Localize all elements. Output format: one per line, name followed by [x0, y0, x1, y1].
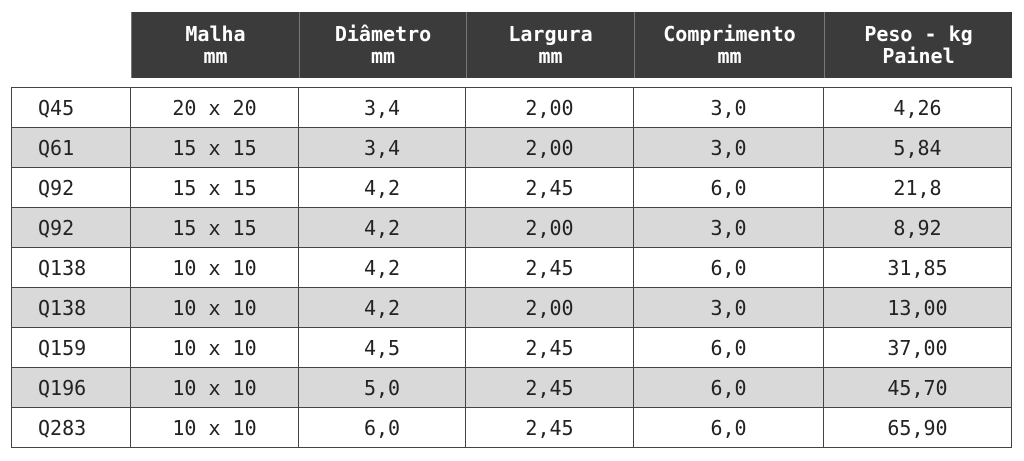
table-cell: Q45: [11, 87, 131, 128]
header-cell: Comprimento mm: [634, 12, 824, 78]
table-cell: 20 x 20: [130, 87, 299, 128]
header-line: Peso - kg: [864, 22, 973, 46]
table-cell: 4,26: [823, 87, 1012, 128]
header-line: mm: [370, 44, 396, 68]
table-cell: 6,0: [633, 167, 824, 208]
header-line: Malha: [185, 22, 246, 46]
header-cell: Peso - kg Painel: [824, 12, 1012, 78]
table-cell: 3,0: [633, 127, 824, 168]
table-cell: 10 x 10: [130, 287, 299, 328]
header-cell: Malha mm: [131, 12, 299, 78]
header-line: mm: [538, 44, 563, 68]
header-line: Largura: [508, 22, 593, 46]
table-cell: 5,0: [298, 367, 466, 408]
header-line: Diâmetro: [334, 22, 432, 46]
table-cell: 6,0: [633, 247, 824, 288]
header-line: Painel: [882, 44, 955, 68]
table-cell: 3,4: [298, 87, 466, 128]
table-cell: 10 x 10: [130, 327, 299, 368]
table-cell: 10 x 10: [130, 247, 299, 288]
table-cell: 15 x 15: [130, 207, 299, 248]
table-cell: Q159: [11, 327, 131, 368]
table-cell: 37,00: [823, 327, 1012, 368]
table-cell: 3,4: [298, 127, 466, 168]
table-cell: 2,00: [465, 207, 634, 248]
table-cell: 2,00: [465, 287, 634, 328]
table-cell: Q92: [11, 207, 131, 248]
table-cell: 10 x 10: [130, 407, 299, 448]
table-cell: Q92: [11, 167, 131, 208]
table-cell: 2,45: [465, 367, 634, 408]
table-cell: Q196: [11, 367, 131, 408]
table-cell: 2,45: [465, 407, 634, 448]
table-cell: 4,2: [298, 287, 466, 328]
table-cell: 4,2: [298, 247, 466, 288]
table-cell: Q61: [11, 127, 131, 168]
table-cell: Q138: [11, 287, 131, 328]
table-cell: 10 x 10: [130, 367, 299, 408]
header-cell: Diâmetro mm: [299, 12, 466, 78]
table-cell: Q283: [11, 407, 131, 448]
table-cell: 6,0: [633, 367, 824, 408]
table-cell: 4,2: [298, 207, 466, 248]
table-cell: 6,0: [633, 327, 824, 368]
table-cell: 15 x 15: [130, 167, 299, 208]
table-cell: 4,2: [298, 167, 466, 208]
table-cell: 2,45: [465, 327, 634, 368]
table-cell: 31,85: [823, 247, 1012, 288]
table-cell: 13,00: [823, 287, 1012, 328]
table-cell: 2,00: [465, 127, 634, 168]
table-cell: 2,45: [465, 247, 634, 288]
table-cell: 2,00: [465, 87, 634, 128]
table-cell: 4,5: [298, 327, 466, 368]
table-cell: Q138: [11, 247, 131, 288]
table-cell: 65,90: [823, 407, 1012, 448]
table-cell: 45,70: [823, 367, 1012, 408]
table-cell: 21,8: [823, 167, 1012, 208]
table-cell: 2,45: [465, 167, 634, 208]
table-cell: 15 x 15: [130, 127, 299, 168]
header-cell: Largura mm: [466, 12, 634, 78]
table-cell: 6,0: [633, 407, 824, 448]
table-cell: 8,92: [823, 207, 1012, 248]
table-cell: 5,84: [823, 127, 1012, 168]
table-cell: 6,0: [298, 407, 466, 448]
table-cell: 3,0: [633, 87, 824, 128]
table-cell: 3,0: [633, 287, 824, 328]
header-line: mm: [203, 44, 228, 68]
header-line: mm: [717, 44, 742, 68]
header-line: Comprimento: [663, 22, 796, 46]
table-cell: 3,0: [633, 207, 824, 248]
